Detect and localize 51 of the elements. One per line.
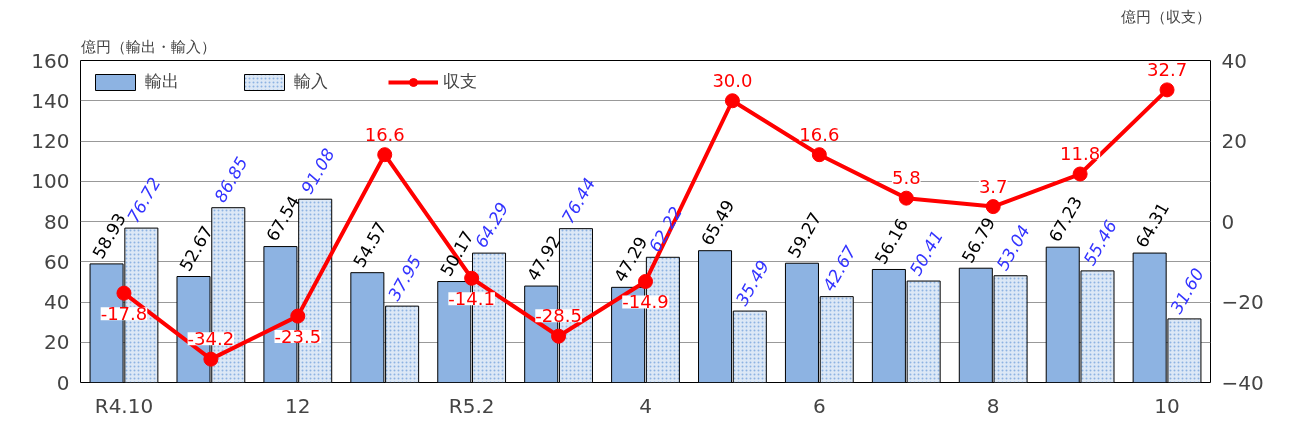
data-label: -14.9	[622, 291, 669, 313]
x-tick-label: 4	[639, 393, 652, 418]
y-axis-title: 億円（輸出・輸入）	[80, 37, 216, 56]
y-tick-label: 160	[31, 48, 70, 73]
data-label: 11.8	[1060, 143, 1101, 165]
point	[1072, 166, 1088, 182]
x-tick-label: R4.10	[94, 393, 154, 418]
y-tick-label: 60	[44, 249, 70, 274]
point	[1159, 82, 1175, 98]
data-label: -28.5	[535, 305, 582, 327]
data-label: 42.67	[818, 242, 861, 295]
data-label: -34.2	[187, 328, 235, 350]
point	[724, 93, 740, 109]
data-label: 30.0	[712, 69, 753, 91]
data-label: -17.8	[100, 303, 148, 325]
y2-tick-label: −20	[1221, 290, 1264, 314]
y-tick-label: 80	[44, 209, 70, 234]
x-tick-label: 8	[986, 393, 1000, 418]
y-tick-label: 40	[44, 290, 70, 314]
legend-label: 輸入	[294, 70, 328, 93]
y-tick-label: 0	[56, 370, 70, 395]
x-tick-label: 6	[812, 393, 826, 418]
point	[551, 328, 567, 344]
y2-tick-label: −40	[1221, 370, 1264, 395]
x-tick-label: 12	[285, 393, 311, 418]
point	[116, 285, 132, 301]
x-tick-label: 10	[1154, 393, 1180, 418]
data-label: -14.1	[448, 288, 495, 310]
legend-label: 輸出	[145, 70, 179, 93]
y2-tick-label: 40	[1221, 48, 1247, 73]
point	[290, 308, 306, 324]
point	[811, 147, 827, 163]
point	[898, 190, 914, 206]
x-tick-label: R5.2	[448, 393, 495, 418]
y-tick-label: 140	[31, 88, 70, 113]
data-label: 3.7	[978, 175, 1008, 197]
data-label: 16.6	[799, 123, 840, 145]
y2-axis-title: 億円（収支）	[1120, 7, 1211, 26]
y-tick-label: 20	[44, 330, 70, 355]
y2-tick-label: 20	[1221, 129, 1247, 153]
y2-tick-label: 0	[1221, 209, 1235, 234]
y-tick-label: 100	[31, 169, 70, 194]
data-label: 5.8	[891, 167, 921, 189]
data-label: -23.5	[274, 326, 322, 348]
legend-label: 収支	[443, 70, 477, 93]
y-tick-label: 120	[31, 129, 70, 153]
point	[985, 199, 1001, 215]
point	[203, 351, 219, 367]
data-label: 16.6	[364, 123, 405, 145]
data-label: 32.7	[1147, 58, 1188, 80]
point	[377, 147, 393, 163]
